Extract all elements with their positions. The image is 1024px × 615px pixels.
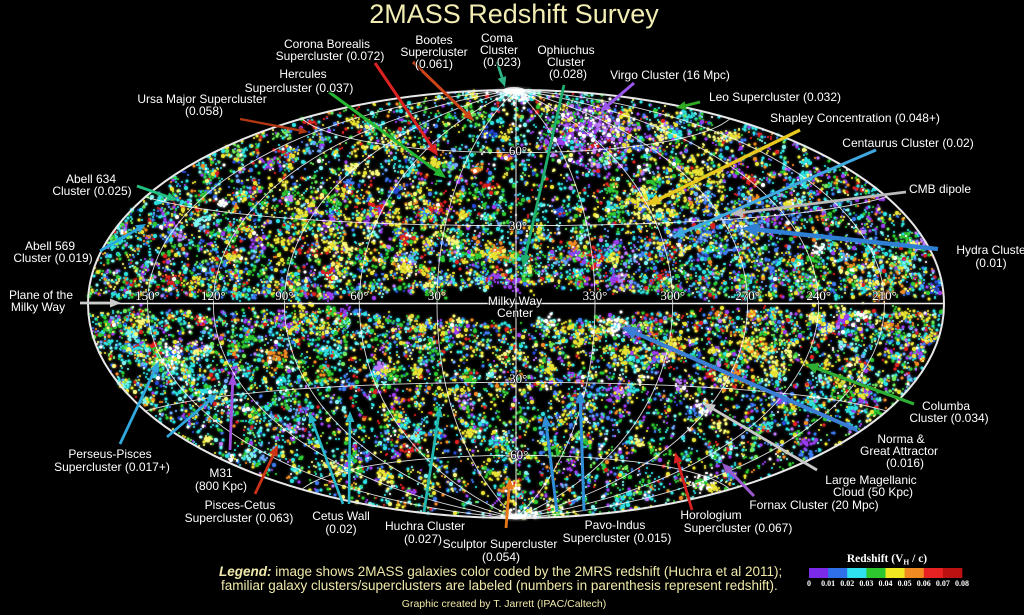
svg-text:0.01: 0.01 [821, 579, 835, 588]
svg-text:60°: 60° [350, 288, 368, 303]
svg-text:-60°: -60° [506, 447, 529, 462]
svg-text:Horologium: Horologium [680, 508, 741, 522]
svg-text:Redshift (VH / c): Redshift (VH / c) [847, 553, 927, 567]
svg-text:Norma &: Norma & [877, 432, 924, 446]
svg-text:120°: 120° [201, 288, 226, 303]
svg-text:Milky Way: Milky Way [11, 300, 65, 314]
svg-text:Supercluster: Supercluster [400, 45, 467, 59]
svg-text:Corona Borealis: Corona Borealis [284, 37, 370, 51]
svg-text:300°: 300° [660, 288, 685, 303]
svg-text:Cluster (0.025): Cluster (0.025) [52, 184, 131, 198]
svg-text:Hydra Cluster: Hydra Cluster [956, 243, 1024, 257]
svg-text:Bootes: Bootes [415, 33, 452, 47]
svg-text:Hercules: Hercules [279, 67, 326, 81]
svg-text:330°: 330° [583, 288, 608, 303]
svg-text:Columba: Columba [922, 399, 970, 413]
svg-text:CMB dipole: CMB dipole [909, 182, 971, 196]
svg-text:Great Attractor: Great Attractor [860, 444, 938, 458]
svg-text:210°: 210° [872, 288, 897, 303]
svg-text:-30°: -30° [505, 371, 528, 386]
svg-text:Ursa Major Supercluster: Ursa Major Supercluster [137, 92, 266, 106]
svg-text:0: 0 [807, 579, 811, 588]
svg-text:Shapley Concentration (0.048+): Shapley Concentration (0.048+) [770, 111, 940, 125]
svg-text:Graphic created by T. Jarrett: Graphic created by T. Jarrett (IPAC/Calt… [402, 598, 606, 610]
svg-text:Fornax Cluster (20 Mpc): Fornax Cluster (20 Mpc) [749, 498, 878, 512]
svg-text:Sculptor Supercluster: Sculptor Supercluster [443, 537, 558, 551]
svg-text:Supercluster (0.017+): Supercluster (0.017+) [54, 460, 170, 474]
svg-text:Abell 569: Abell 569 [25, 239, 75, 253]
svg-text:Supercluster (0.072): Supercluster (0.072) [276, 49, 385, 63]
svg-text:0.06: 0.06 [917, 579, 931, 588]
svg-text:(0.01): (0.01) [975, 256, 1006, 270]
svg-text:Perseus-Pisces: Perseus-Pisces [68, 447, 151, 461]
svg-text:Center: Center [497, 306, 533, 320]
svg-text:Pisces-Cetus: Pisces-Cetus [205, 498, 276, 512]
svg-text:270°: 270° [735, 288, 760, 303]
svg-text:(0.027): (0.027) [404, 532, 442, 546]
svg-text:Legend: image shows 2MASS gala: Legend: image shows 2MASS galaxies color… [219, 564, 782, 579]
svg-text:(800 Kpc): (800 Kpc) [195, 479, 247, 493]
svg-text:Virgo Cluster (16 Mpc): Virgo Cluster (16 Mpc) [610, 68, 730, 82]
svg-text:240°: 240° [806, 288, 831, 303]
svg-text:Centaurus Cluster (0.02): Centaurus Cluster (0.02) [842, 136, 973, 150]
svg-text:2MASS Redshift Survey: 2MASS Redshift Survey [369, 0, 659, 29]
svg-text:Cluster: Cluster [480, 43, 518, 57]
svg-text:Cetus Wall: Cetus Wall [312, 509, 370, 523]
svg-text:Large Magellanic: Large Magellanic [825, 473, 916, 487]
svg-text:Cloud (50 Kpc): Cloud (50 Kpc) [833, 485, 913, 499]
svg-text:Leo Supercluster (0.032): Leo Supercluster (0.032) [709, 90, 841, 104]
svg-text:Coma: Coma [481, 31, 513, 45]
svg-text:M31: M31 [209, 466, 233, 480]
svg-text:0.02: 0.02 [840, 579, 854, 588]
svg-text:(0.028): (0.028) [549, 67, 587, 81]
svg-text:Plane of the: Plane of the [9, 288, 73, 302]
svg-text:60°: 60° [509, 143, 527, 158]
svg-text:(0.061): (0.061) [415, 57, 453, 71]
svg-text:0.08: 0.08 [955, 579, 969, 588]
svg-text:Huchra Cluster: Huchra Cluster [385, 519, 465, 533]
svg-text:Cluster (0.019): Cluster (0.019) [13, 251, 92, 265]
svg-text:(0.02): (0.02) [325, 522, 356, 536]
svg-text:Supercluster (0.063): Supercluster (0.063) [185, 511, 294, 525]
svg-text:(0.054): (0.054) [482, 550, 520, 564]
svg-text:familiar galaxy clusters/super: familiar galaxy clusters/superclusters a… [221, 578, 778, 593]
svg-text:Abell 634: Abell 634 [66, 172, 116, 186]
svg-text:Supercluster (0.015): Supercluster (0.015) [563, 531, 672, 545]
svg-text:(0.016): (0.016) [886, 456, 924, 470]
svg-text:Ophiuchus: Ophiuchus [537, 43, 594, 57]
svg-text:30°: 30° [428, 288, 446, 303]
svg-text:30°: 30° [509, 218, 527, 233]
svg-text:Cluster (0.034): Cluster (0.034) [909, 411, 988, 425]
svg-text:150°: 150° [135, 288, 160, 303]
svg-text:Milky Way: Milky Way [488, 294, 542, 308]
svg-text:Supercluster (0.037): Supercluster (0.037) [245, 81, 354, 95]
svg-text:(0.058): (0.058) [185, 104, 223, 118]
svg-text:0.04: 0.04 [879, 579, 893, 588]
svg-text:0.05: 0.05 [898, 579, 912, 588]
svg-text:90°: 90° [275, 288, 293, 303]
svg-text:0.03: 0.03 [859, 579, 873, 588]
svg-text:(0.023): (0.023) [483, 55, 521, 69]
svg-text:0.07: 0.07 [936, 579, 950, 588]
svg-text:Pavo-Indus: Pavo-Indus [585, 518, 646, 532]
svg-text:Cluster: Cluster [547, 55, 585, 69]
svg-text:Supercluster (0.067): Supercluster (0.067) [684, 521, 793, 535]
